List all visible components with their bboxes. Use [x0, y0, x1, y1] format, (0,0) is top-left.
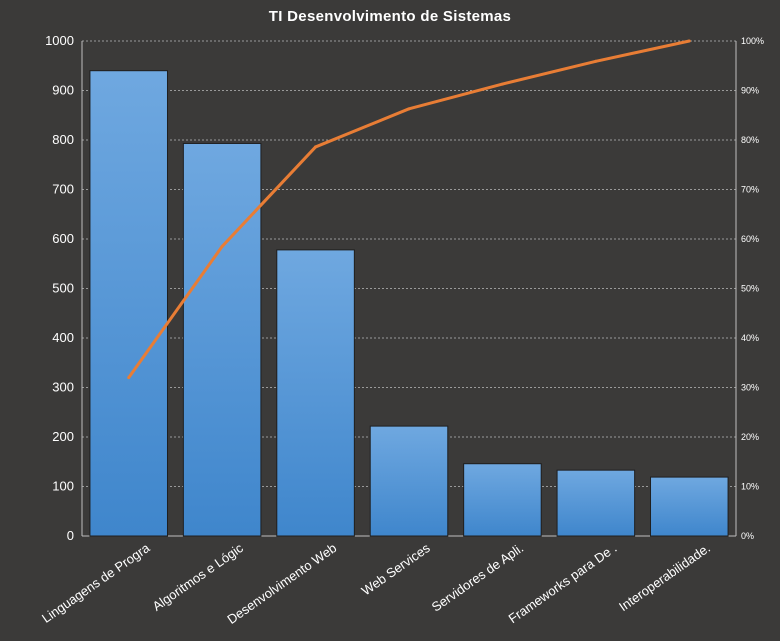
y-right-tick-label: 20%	[741, 432, 759, 442]
line-point	[220, 244, 224, 248]
y-right-tick-label: 70%	[741, 185, 759, 195]
y-right-tick-label: 50%	[741, 284, 759, 294]
y-left-tick-label: 200	[52, 429, 74, 444]
x-tick-label: Servidores de Apli.	[429, 540, 526, 614]
bar	[89, 70, 168, 537]
bar	[556, 469, 636, 537]
y-right-tick-label: 60%	[741, 234, 759, 244]
bar	[182, 142, 262, 537]
bar	[650, 476, 729, 537]
y-left-tick-label: 900	[52, 83, 74, 98]
line-point	[594, 59, 598, 63]
line-point	[687, 39, 691, 43]
y-left-tick-label: 800	[52, 132, 74, 147]
y-right-tick-label: 10%	[741, 482, 759, 492]
y-left-tick-label: 100	[52, 479, 74, 494]
y-right-tick-label: 0%	[741, 531, 754, 541]
y-right-tick-label: 40%	[741, 333, 759, 343]
line-point	[407, 107, 411, 111]
y-right-tick-label: 90%	[741, 86, 759, 96]
x-tick-label: Web Services	[359, 540, 434, 598]
y-left-tick-label: 600	[52, 231, 74, 246]
chart-title: TI Desenvolvimento de Sistemas	[268, 8, 512, 25]
y-right-tick-label: 30%	[741, 383, 759, 393]
bar	[276, 249, 355, 537]
line-point	[314, 145, 318, 149]
x-tick-label: Interoperabilidade.	[616, 540, 713, 614]
y-left-tick-label: 0	[67, 528, 74, 543]
bar	[463, 463, 542, 537]
y-left-tick-label: 700	[52, 182, 74, 197]
x-tick-label: Linguagens de Progra	[39, 540, 153, 626]
y-right-tick-label: 100%	[741, 36, 764, 46]
bar	[369, 425, 449, 537]
line-point	[127, 376, 131, 380]
y-left-tick-label: 1000	[45, 33, 74, 48]
y-left-tick-label: 500	[52, 281, 74, 296]
y-right-tick-label: 80%	[741, 135, 759, 145]
y-left-tick-label: 400	[52, 330, 74, 345]
x-tick-label: Algoritmos e Lógic	[150, 540, 247, 614]
line-point	[500, 82, 504, 86]
y-left-tick-label: 300	[52, 380, 74, 395]
